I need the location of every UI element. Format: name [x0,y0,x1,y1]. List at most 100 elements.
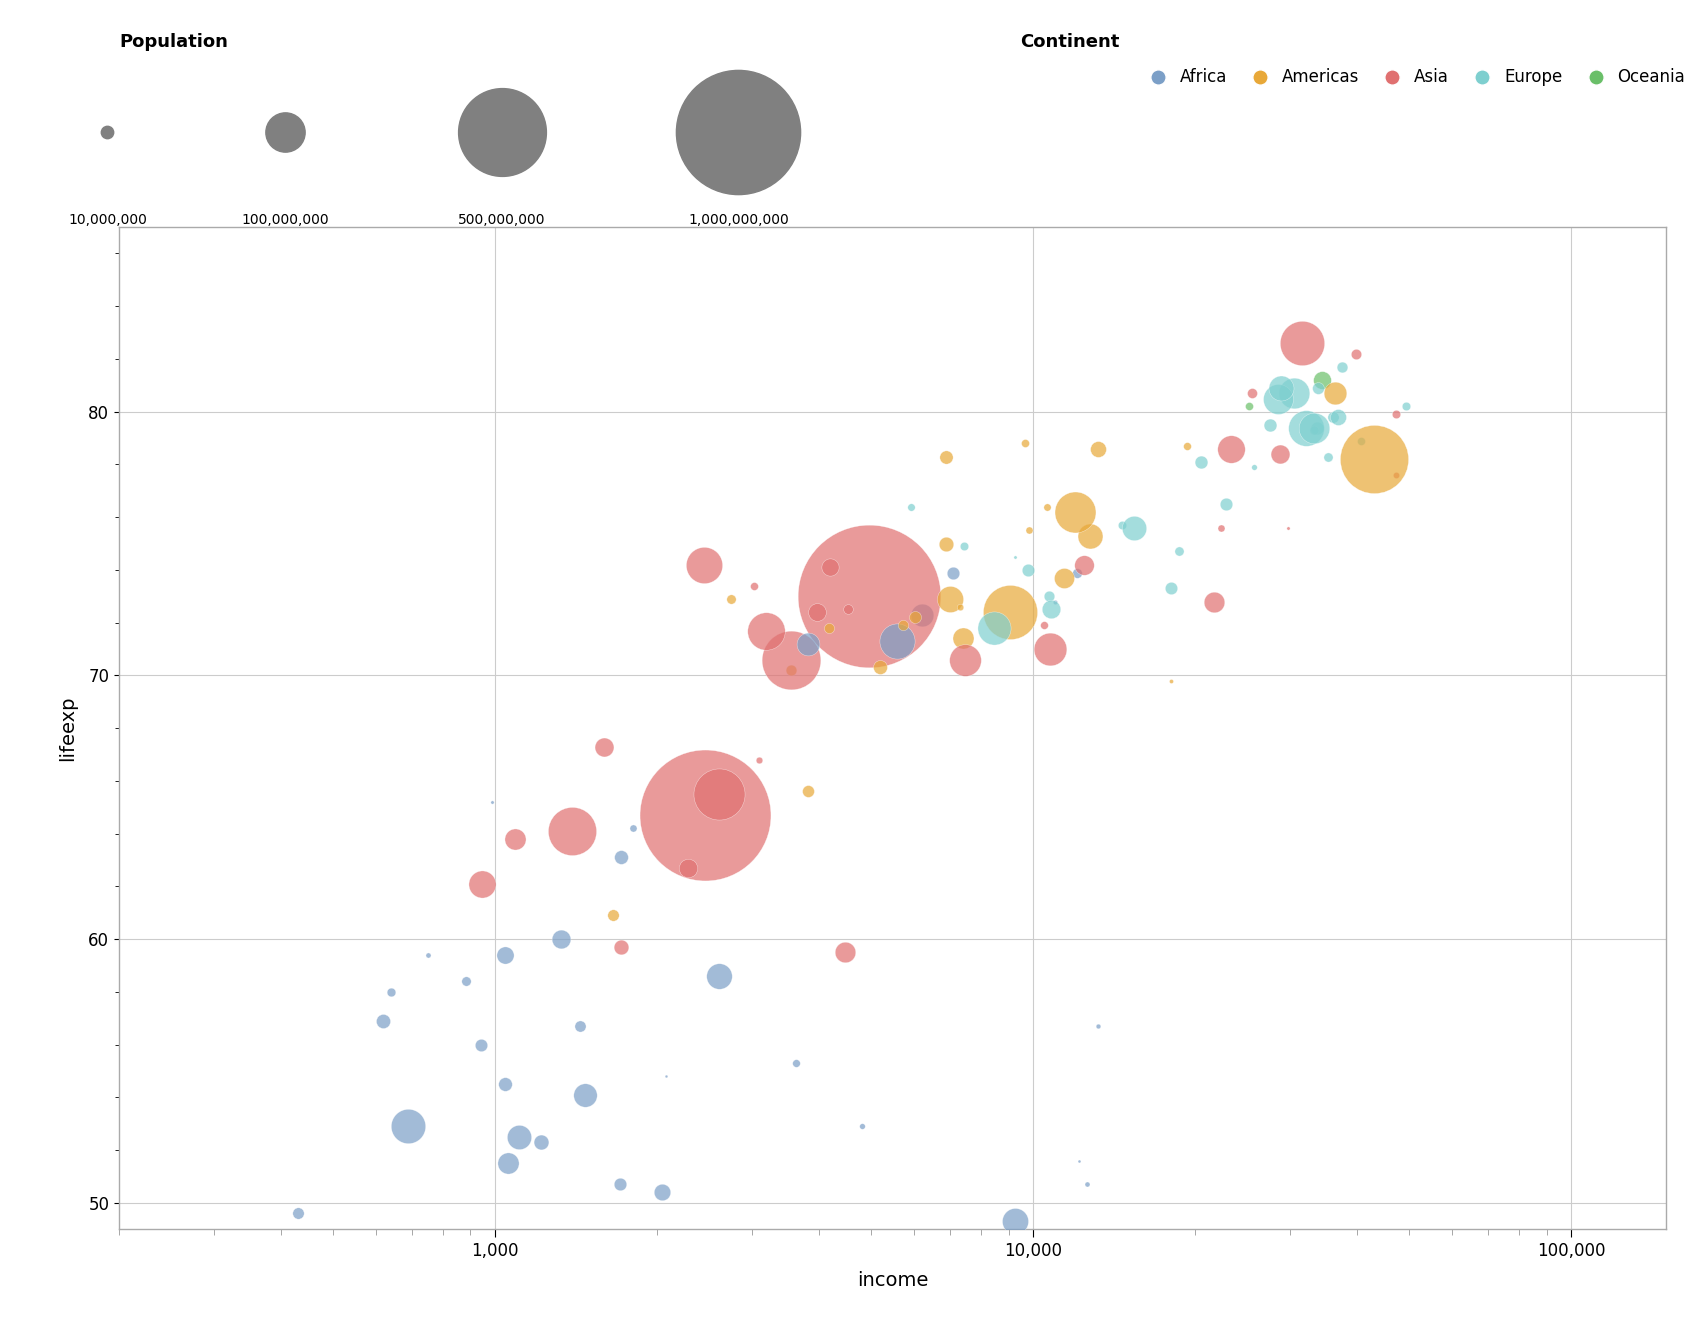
Point [415,945,442,966]
Point [452,970,479,991]
Point [527,1132,554,1153]
Point [1266,377,1294,398]
Point [947,596,974,617]
Point [981,617,1008,639]
Point [910,604,937,625]
Point [706,783,733,804]
Point [566,1015,593,1037]
Point [717,588,745,609]
Point [901,607,928,628]
Point [1309,369,1336,390]
Point [590,736,617,758]
Point [1076,525,1103,546]
Y-axis label: lifeexp: lifeexp [58,695,76,762]
Point [1212,493,1239,514]
Point [1158,669,1185,691]
Point [1187,452,1214,473]
Point [354,1287,381,1308]
Point [937,588,964,609]
Point [848,1116,876,1137]
Point [940,562,967,584]
Point [1166,541,1193,562]
Point [1037,639,1064,660]
Point [653,1066,680,1088]
Point [1062,562,1090,584]
Point [898,496,925,517]
Point [1275,517,1302,538]
Point [1265,387,1292,409]
Text: 10,000,000: 10,000,000 [68,214,146,227]
Point [932,446,959,468]
Point [950,536,977,557]
Point [1217,438,1244,460]
Point [607,937,634,958]
Text: 1,000,000,000: 1,000,000,000 [688,214,789,227]
Text: Continent: Continent [1020,33,1119,51]
Point [816,557,843,578]
Point [369,1010,396,1031]
Point [1236,395,1263,417]
Point [1289,333,1316,354]
Point [377,981,405,1002]
Point [796,780,823,802]
Point [1200,591,1227,612]
Point [478,791,505,812]
Point [1304,417,1331,438]
Point [491,1073,518,1094]
Point [777,660,804,681]
Point [284,1202,311,1224]
Point [1034,496,1061,517]
Point [1324,406,1352,428]
Point [794,633,821,655]
Point [1266,444,1294,465]
Point [777,649,804,671]
Point [1360,449,1387,470]
Point [724,120,751,142]
Point [1300,420,1328,441]
Point [1120,517,1148,538]
Point [607,847,634,868]
Point [1207,517,1234,538]
Point [1319,406,1346,428]
Point [272,120,299,142]
Point [583,1237,610,1259]
Point [1073,1173,1100,1194]
Point [804,601,831,623]
Text: Population: Population [119,33,228,51]
Point [692,804,719,826]
Point [1292,417,1319,438]
Point [464,1240,491,1261]
Point [619,818,646,839]
Point [784,1053,811,1074]
Point [1015,560,1042,581]
Point [1108,514,1136,536]
Point [1300,417,1328,438]
Point [182,1284,209,1305]
Point [1012,433,1039,454]
Point [1382,403,1409,425]
Point [746,749,774,771]
Point [547,929,575,950]
Point [644,1273,672,1295]
Point [1051,568,1078,589]
Point [1256,414,1284,436]
Point [1066,1150,1093,1172]
Point [865,657,893,679]
Point [1280,382,1307,403]
Point [950,649,977,671]
Point [598,904,626,926]
Point [447,1292,474,1313]
Point [468,872,495,894]
Point [502,828,529,850]
Point [1382,465,1409,486]
Point [1304,377,1331,398]
Point [605,1173,632,1194]
Point [1348,430,1375,452]
Point [394,1116,422,1137]
Point [675,858,702,879]
Point [1037,599,1064,620]
Point [505,1126,532,1148]
Point [932,533,959,554]
Point [491,945,518,966]
Point [1239,382,1266,403]
